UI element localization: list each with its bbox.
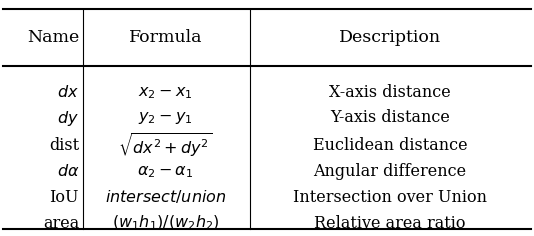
Text: $\alpha_2 - \alpha_1$: $\alpha_2 - \alpha_1$ <box>137 163 194 180</box>
Text: IoU: IoU <box>50 189 79 206</box>
Text: $(w_1h_1)/(w_2h_2)$: $(w_1h_1)/(w_2h_2)$ <box>112 214 219 232</box>
Text: dist: dist <box>49 137 79 154</box>
Text: Name: Name <box>27 29 79 46</box>
Text: Angular difference: Angular difference <box>313 163 466 180</box>
Text: X-axis distance: X-axis distance <box>329 84 451 101</box>
Text: area: area <box>43 215 79 232</box>
Text: Y-axis distance: Y-axis distance <box>330 110 450 126</box>
Text: $dx$: $dx$ <box>57 84 79 101</box>
Text: Description: Description <box>339 29 441 46</box>
Text: Relative area ratio: Relative area ratio <box>314 215 466 232</box>
Text: $intersect/union$: $intersect/union$ <box>105 189 226 206</box>
Text: $d\alpha$: $d\alpha$ <box>57 163 79 180</box>
Text: $y_2 - y_1$: $y_2 - y_1$ <box>138 110 193 126</box>
Text: Euclidean distance: Euclidean distance <box>312 137 467 154</box>
Text: Formula: Formula <box>129 29 202 46</box>
Text: $dy$: $dy$ <box>57 109 79 127</box>
Text: $x_2 - x_1$: $x_2 - x_1$ <box>138 84 193 101</box>
Text: Intersection over Union: Intersection over Union <box>293 189 487 206</box>
Text: $\sqrt{dx^2 + dy^2}$: $\sqrt{dx^2 + dy^2}$ <box>119 131 213 159</box>
